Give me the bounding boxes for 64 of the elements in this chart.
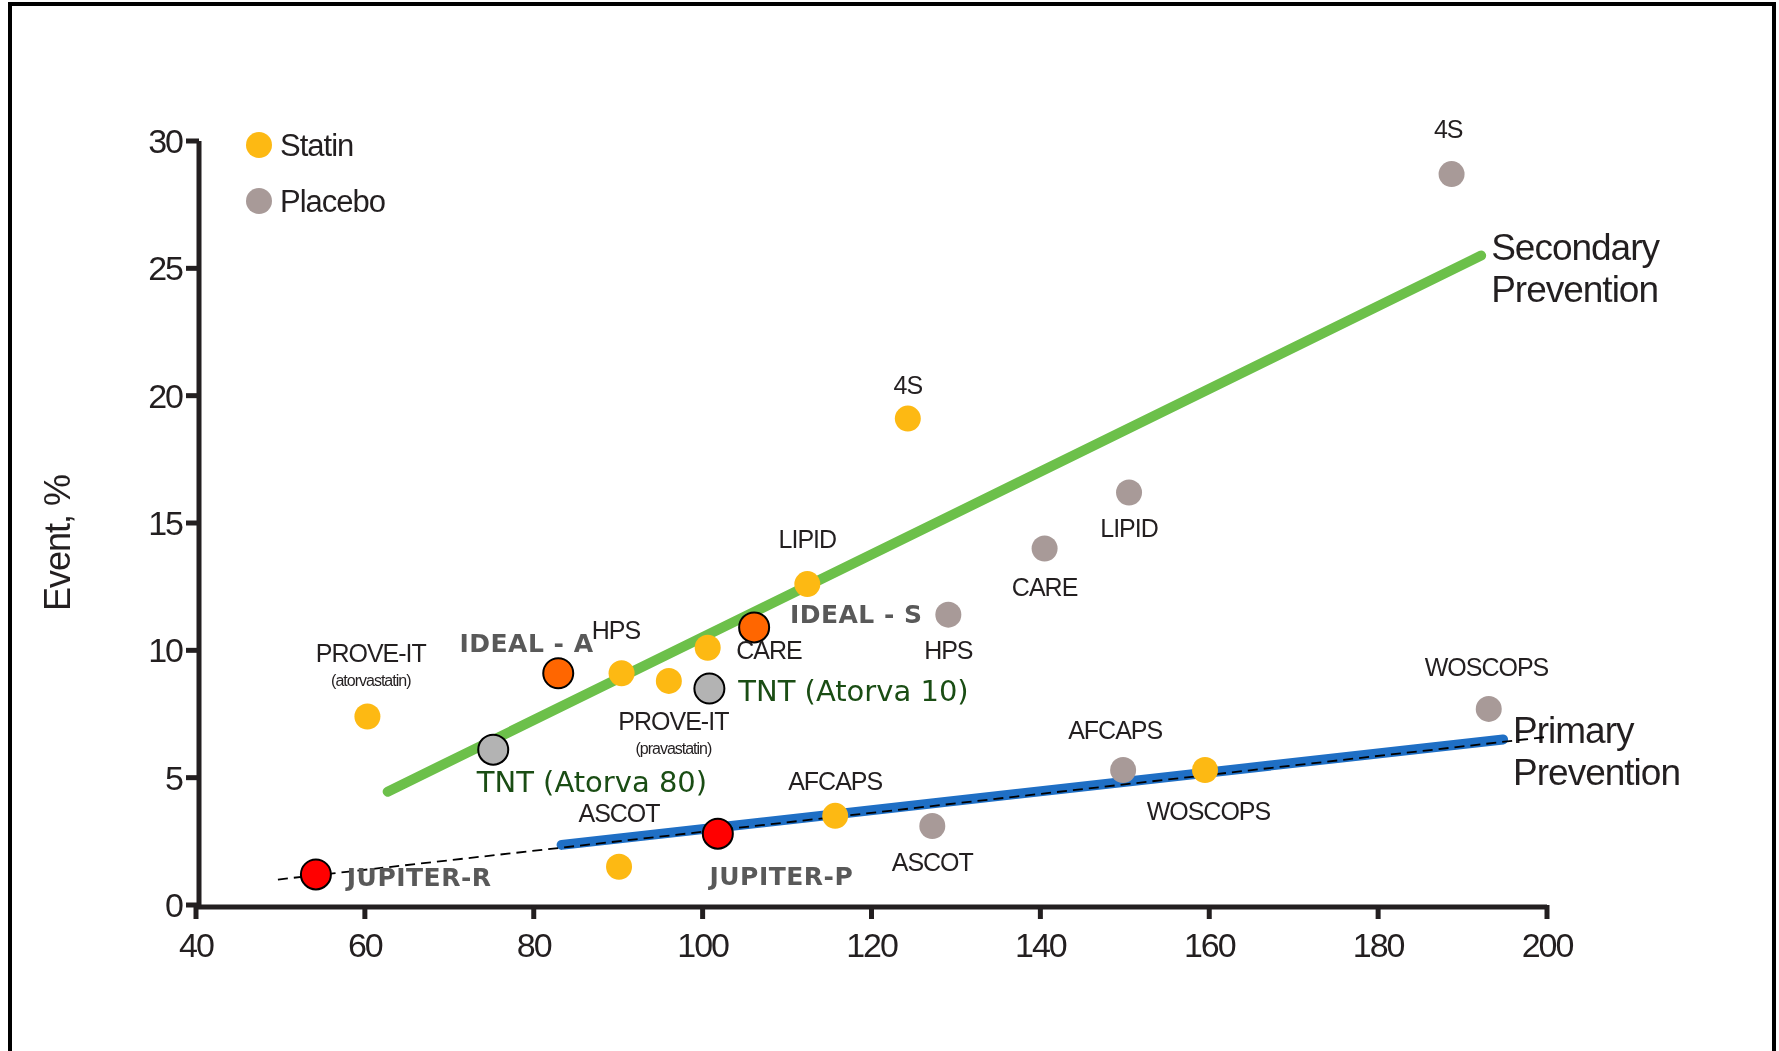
point (608, 660, 635, 687)
y-tick-label: 30 (148, 122, 184, 160)
annotation: WOSCOPS (1424, 652, 1549, 681)
annotation: ASCOT (891, 848, 974, 877)
x-tick-label: 100 (677, 926, 730, 964)
point (694, 634, 721, 661)
annotation: PROVE-IT (atorvastatin) (315, 639, 427, 690)
annotation: WOSCOPS (1146, 796, 1271, 825)
legend-label: Statin (280, 128, 354, 163)
annotation: AFCAPS (1068, 716, 1163, 745)
annotation: LIPID (778, 524, 837, 553)
point (894, 405, 921, 432)
series-label: Secondary Prevention (1491, 226, 1661, 310)
annotation: AFCAPS (788, 766, 883, 795)
x-tick-label: 200 (1521, 926, 1574, 964)
annotation: PROVE-IT (pravastatin) (618, 706, 730, 757)
y-tick-label: 20 (148, 376, 184, 415)
point (606, 853, 633, 880)
annotation: IDEAL - A (459, 628, 594, 658)
point (1475, 695, 1502, 722)
annotation: HPS (924, 635, 973, 664)
point (1192, 757, 1219, 784)
point (1031, 535, 1058, 562)
point (1438, 161, 1465, 188)
point (477, 733, 510, 766)
x-tick-label: 40 (179, 926, 214, 964)
annotation: IDEAL - S (789, 599, 923, 629)
point (1116, 479, 1143, 506)
annotation: CARE (736, 636, 803, 665)
annotation: TNT (Atorva 80) (475, 764, 708, 799)
point (655, 667, 682, 694)
x-tick-label: 120 (846, 926, 898, 964)
point (794, 571, 821, 598)
annotation: HPS (591, 616, 641, 645)
x-tick-label: 160 (1183, 926, 1236, 964)
x-tick-label: 80 (516, 926, 552, 964)
annotation: CARE (1011, 573, 1078, 602)
point (935, 601, 962, 628)
annotation: JUPITER-R (344, 862, 492, 892)
point (822, 802, 849, 829)
x-tick-label: 60 (347, 926, 383, 964)
point (354, 703, 381, 730)
y-tick-label: 0 (165, 886, 184, 924)
y-tick-label: 5 (165, 758, 184, 797)
annotation: LIPID (1100, 513, 1158, 542)
annotation: ASCOT (578, 799, 661, 828)
y-tick-label: 10 (148, 631, 184, 670)
annotation: 4S (893, 370, 923, 399)
point (1110, 757, 1137, 784)
point (542, 657, 575, 690)
series-label: Primary Prevention (1513, 710, 1680, 794)
point (701, 817, 734, 850)
point (693, 672, 726, 705)
x-tick-label: 140 (1015, 926, 1067, 964)
y-axis-title: Event, % (37, 474, 78, 612)
annotation: TNT (Atorva 10) (737, 674, 969, 709)
point (919, 813, 946, 840)
annotation: JUPITER-P (707, 861, 854, 891)
point (299, 858, 332, 891)
legend-label: Placebo (280, 184, 386, 219)
y-tick-label: 15 (148, 504, 184, 542)
y-tick-label: 25 (148, 249, 184, 288)
annotation: 4S (1433, 114, 1463, 143)
x-tick-label: 180 (1352, 926, 1405, 964)
